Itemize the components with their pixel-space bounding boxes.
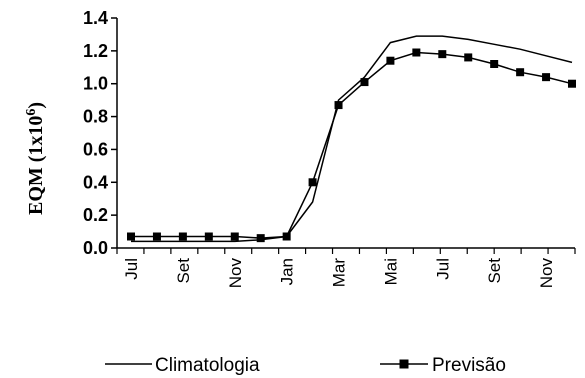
data-point-previsao <box>412 48 421 57</box>
data-point-previsao <box>308 178 317 187</box>
y-axis-label: EQM (1x106) <box>24 102 48 215</box>
x-axis-ticks: Jul Set Nov Jan Mar Mai Jul Set Nov <box>116 248 576 289</box>
data-point-previsao <box>152 232 161 241</box>
data-point-previsao <box>178 232 187 241</box>
y-tick-label: 0.8 <box>83 107 108 127</box>
y-tick-label: 0.2 <box>83 205 108 225</box>
series-line-climatologia <box>131 35 573 243</box>
data-point-previsao <box>230 232 239 241</box>
x-tick-label: Jul <box>122 258 141 280</box>
y-tick-label: 1.0 <box>83 74 108 94</box>
data-point-previsao <box>204 232 213 241</box>
x-tick-label: Nov <box>226 258 245 289</box>
data-point-previsao <box>516 68 525 77</box>
y-axis-label-exponent: 6 <box>24 109 39 116</box>
legend-label-climatologia: Climatologia <box>155 355 260 376</box>
data-point-previsao <box>438 50 447 59</box>
data-point-previsao <box>386 56 395 65</box>
y-axis-ticks: 0.0 0.2 0.4 0.6 0.8 1.0 1.2 1.4 <box>83 8 117 258</box>
x-tick-label: Jan <box>278 258 297 285</box>
data-point-previsao <box>568 79 576 88</box>
data-point-previsao <box>282 232 291 241</box>
data-point-previsao <box>490 60 499 68</box>
data-point-previsao <box>360 78 369 87</box>
y-axis-label-main: EQM (1x10 <box>25 116 47 215</box>
y-tick-label: 0.6 <box>83 139 108 159</box>
x-tick-label: Set <box>485 258 504 284</box>
data-point-previsao <box>127 232 135 241</box>
x-tick-label: Jul <box>433 258 452 280</box>
series-line-previsao <box>131 51 573 239</box>
x-tick-label: Mar <box>330 258 349 288</box>
data-point-previsao <box>256 234 265 243</box>
y-tick-label: 0.0 <box>83 238 108 258</box>
y-tick-label: 1.4 <box>83 8 108 28</box>
legend-label-previsao: Previsão <box>432 355 506 376</box>
data-point-previsao <box>542 73 551 82</box>
y-axis-label-suffix: ) <box>25 102 47 109</box>
x-tick-label: Set <box>174 258 193 284</box>
y-tick-label: 0.4 <box>83 172 108 192</box>
x-tick-label: Nov <box>537 258 556 289</box>
legend: Climatologia Previsão <box>105 355 506 376</box>
series-layer <box>127 35 576 243</box>
data-point-previsao <box>464 53 473 62</box>
data-point-previsao <box>334 101 343 110</box>
legend-marker-previsao <box>399 359 409 369</box>
x-tick-label: Mai <box>381 258 400 285</box>
y-tick-label: 1.2 <box>83 41 108 61</box>
